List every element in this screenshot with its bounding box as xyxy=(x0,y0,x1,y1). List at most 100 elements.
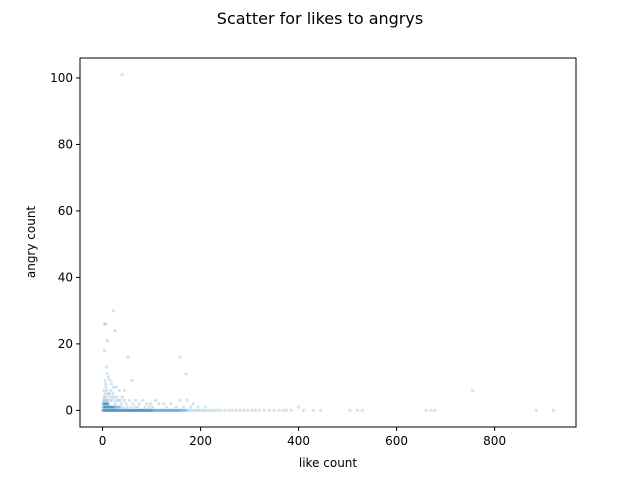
scatter-point xyxy=(169,408,173,412)
scatter-point xyxy=(172,408,176,412)
scatter-point xyxy=(142,408,146,412)
scatter-point xyxy=(129,408,133,412)
scatter-point xyxy=(185,408,189,412)
scatter-point xyxy=(105,408,109,412)
scatter-point xyxy=(121,408,125,412)
scatter-point xyxy=(112,405,116,409)
scatter-point xyxy=(102,395,106,399)
scatter-point xyxy=(137,402,141,406)
scatter-point xyxy=(133,408,137,412)
scatter-point xyxy=(106,408,110,412)
scatter-point xyxy=(203,408,208,412)
scatter-point xyxy=(109,382,113,386)
scatter-point xyxy=(234,408,238,412)
scatter-point xyxy=(267,408,271,412)
scatter-point xyxy=(107,395,111,399)
scatter-point xyxy=(101,405,106,409)
scatter-point xyxy=(169,402,173,406)
scatter-point xyxy=(238,408,242,412)
scatter-point xyxy=(107,408,111,412)
scatter-point xyxy=(196,405,200,409)
scatter-point xyxy=(164,405,168,409)
scatter-point xyxy=(100,408,105,412)
scatter-point xyxy=(102,402,106,406)
scatter-point xyxy=(119,402,123,406)
scatter-point xyxy=(138,408,142,412)
scatter-point xyxy=(163,408,167,412)
scatter-point xyxy=(136,405,140,409)
scatter-point xyxy=(131,408,136,412)
scatter-point xyxy=(103,378,107,383)
scatter-point xyxy=(162,402,166,406)
x-axis-label: like count xyxy=(299,456,358,470)
scatter-point xyxy=(157,402,161,406)
scatter-point xyxy=(360,408,364,412)
scatter-point xyxy=(167,408,171,412)
scatter-point xyxy=(112,408,116,412)
scatter-point xyxy=(116,408,120,412)
scatter-point xyxy=(178,355,182,359)
scatter-point xyxy=(319,408,323,412)
scatter-point xyxy=(160,408,164,412)
scatter-point xyxy=(117,388,121,393)
scatter-point xyxy=(114,398,118,403)
scatter-point xyxy=(130,408,134,412)
scatter-point xyxy=(138,408,142,412)
scatter-point xyxy=(141,408,145,412)
scatter-point xyxy=(132,408,136,412)
scatter-point xyxy=(106,402,110,406)
scatter-point xyxy=(145,408,149,412)
scatter-point xyxy=(127,398,132,403)
scatter-point xyxy=(104,408,109,412)
scatter-point xyxy=(223,408,227,412)
scatter-point xyxy=(196,408,200,412)
scatter-point xyxy=(103,405,108,409)
scatter-point xyxy=(118,398,122,403)
scatter-point xyxy=(143,405,147,409)
scatter-point xyxy=(103,392,107,396)
scatter-point xyxy=(112,408,116,412)
scatter-point xyxy=(125,408,130,412)
scatter-point xyxy=(111,385,115,389)
scatter-point xyxy=(194,408,198,412)
scatter-point xyxy=(242,408,246,412)
scatter-point xyxy=(113,408,117,412)
scatter-point xyxy=(178,408,182,412)
scatter-point xyxy=(126,408,130,412)
scatter-point xyxy=(168,408,172,412)
scatter-point xyxy=(109,405,113,409)
scatter-point xyxy=(105,398,110,403)
scatter-point xyxy=(134,408,138,412)
scatter-point xyxy=(149,408,153,412)
scatter-point xyxy=(184,372,188,376)
scatter-point xyxy=(108,378,112,383)
scatter-point xyxy=(110,405,114,409)
scatter-point xyxy=(105,372,109,376)
scatter-point xyxy=(198,408,203,412)
scatter-point xyxy=(178,398,182,403)
scatter-point xyxy=(301,408,306,412)
scatter-point xyxy=(121,408,125,412)
scatter-point xyxy=(129,408,134,412)
scatter-point xyxy=(109,405,113,409)
scatter-point xyxy=(142,408,146,412)
scatter-point xyxy=(128,408,133,412)
scatter-point xyxy=(114,405,118,409)
scatter-point xyxy=(176,408,181,412)
scatter-point xyxy=(158,408,162,412)
scatter-point xyxy=(105,388,109,393)
scatter-point xyxy=(201,408,205,412)
y-tick-label: 40 xyxy=(58,270,73,284)
scatter-point xyxy=(119,408,123,412)
scatter-point xyxy=(148,408,153,412)
scatter-point xyxy=(114,408,118,412)
x-tick-label: 400 xyxy=(287,434,310,448)
scatter-point xyxy=(102,408,107,412)
scatter-point xyxy=(146,408,150,412)
scatter-point xyxy=(147,408,151,412)
scatter-point xyxy=(181,405,186,409)
scatter-point xyxy=(103,408,108,412)
scatter-point xyxy=(144,408,148,412)
scatter-point xyxy=(106,402,111,406)
scatter-point xyxy=(189,408,193,412)
